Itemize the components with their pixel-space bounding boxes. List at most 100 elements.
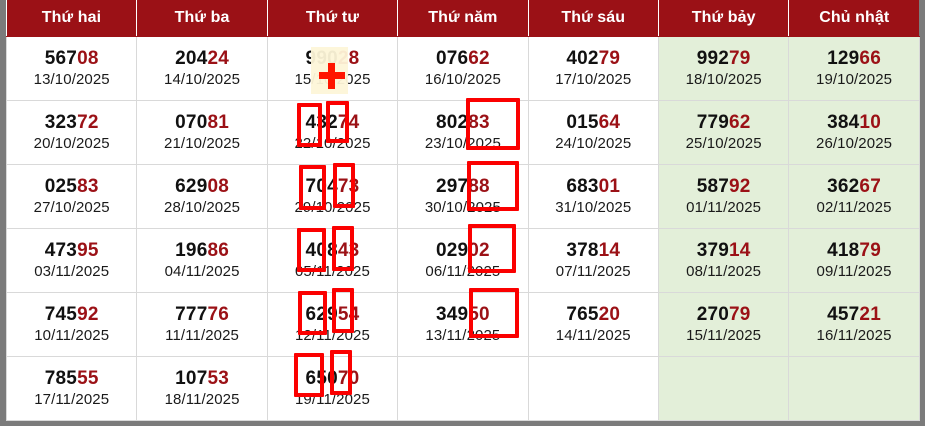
result-number: 62908 — [175, 175, 230, 197]
result-cell[interactable]: 34950 13/11/2025 — [397, 292, 529, 357]
result-number: 70473 — [305, 175, 360, 197]
result-cell[interactable]: 01564 24/10/2025 — [527, 100, 659, 165]
cell-content: 68301 31/10/2025 — [529, 165, 658, 228]
result-number-tail: 54 — [337, 303, 360, 325]
cell-content: 74592 10/11/2025 — [7, 293, 136, 356]
cell-content — [529, 357, 658, 420]
result-cell[interactable]: 58792 01/11/2025 — [657, 164, 790, 229]
result-date: 18/11/2025 — [164, 390, 240, 408]
cell-content: 99279 18/10/2025 — [659, 37, 788, 100]
result-cell[interactable]: 02902 06/11/2025 — [397, 228, 529, 293]
result-cell[interactable]: 27079 15/11/2025 — [657, 292, 790, 357]
result-cell[interactable] — [397, 356, 529, 421]
result-number: 68301 — [566, 175, 621, 197]
result-cell[interactable]: 56708 13/10/2025 — [5, 36, 138, 101]
cell-content: 41879 09/11/2025 — [789, 229, 918, 292]
cell-content: 56708 13/10/2025 — [7, 37, 136, 100]
result-cell[interactable]: 12966 19/10/2025 — [788, 36, 920, 101]
result-cell[interactable]: 41879 09/11/2025 — [788, 228, 920, 293]
result-cell[interactable]: 68301 31/10/2025 — [527, 164, 659, 229]
result-date: 19/10/2025 — [816, 70, 893, 88]
result-cell[interactable]: 77776 11/11/2025 — [136, 292, 268, 357]
result-number: 12966 — [827, 47, 881, 69]
result-date: 03/11/2025 — [34, 262, 110, 280]
result-number: 02583 — [44, 175, 99, 197]
column-header-thu-tu[interactable]: Thứ tư — [267, 0, 399, 37]
result-number-tail: 10 — [859, 111, 881, 133]
result-number-tail: 70 — [337, 367, 360, 389]
result-number-tail: 01 — [598, 175, 621, 197]
result-date: 01/11/2025 — [686, 198, 762, 216]
result-cell[interactable]: 20424 14/10/2025 — [136, 36, 268, 101]
result-cell[interactable]: 37914 08/11/2025 — [657, 228, 790, 293]
result-cell[interactable]: 37814 07/11/2025 — [527, 228, 659, 293]
result-cell[interactable]: 10753 18/11/2025 — [136, 356, 268, 421]
result-number: 38410 — [827, 111, 881, 133]
result-cell[interactable]: 76520 14/11/2025 — [527, 292, 659, 357]
result-cell[interactable]: 77962 25/10/2025 — [657, 100, 790, 165]
cell-content: 43274 22/10/2025 — [268, 101, 397, 164]
column-header-thu-bay[interactable]: Thứ bảy — [658, 0, 790, 37]
result-number: 37814 — [566, 239, 621, 261]
result-cell[interactable] — [527, 356, 659, 421]
result-cell[interactable] — [788, 356, 920, 421]
result-number: 74592 — [44, 303, 99, 325]
result-date: 22/10/2025 — [294, 134, 371, 152]
result-cell[interactable]: 78555 17/11/2025 — [5, 356, 138, 421]
result-number-tail: 81 — [207, 111, 230, 133]
result-cell[interactable]: 29788 30/10/2025 — [397, 164, 529, 229]
result-cell[interactable]: 47395 03/11/2025 — [5, 228, 138, 293]
result-number: 37914 — [696, 239, 751, 261]
result-number: 02902 — [435, 239, 490, 261]
result-cell[interactable]: 45721 16/11/2025 — [788, 292, 920, 357]
result-cell[interactable]: 40279 17/10/2025 — [527, 36, 659, 101]
lottery-results-table: Thứ hai Thứ ba Thứ tư Thứ năm Thứ sáu Th… — [5, 0, 920, 421]
result-cell[interactable]: 74592 10/11/2025 — [5, 292, 138, 357]
column-header-thu-hai[interactable]: Thứ hai — [6, 0, 138, 37]
result-date: 16/11/2025 — [816, 326, 892, 344]
result-cell[interactable]: 02583 27/10/2025 — [5, 164, 138, 229]
result-number: 43274 — [305, 111, 360, 133]
column-header-thu-nam[interactable]: Thứ năm — [397, 0, 529, 37]
result-cell[interactable]: 40843 05/11/2025 — [266, 228, 399, 293]
result-number: 80283 — [435, 111, 490, 133]
result-number-tail: 50 — [468, 303, 490, 325]
cell-content: 45721 16/11/2025 — [789, 293, 918, 356]
result-number: 41879 — [827, 239, 881, 261]
column-header-thu-ba[interactable]: Thứ ba — [136, 0, 268, 37]
result-number: 45721 — [827, 303, 881, 325]
result-cell[interactable]: 19686 04/11/2025 — [136, 228, 268, 293]
result-cell[interactable]: 99279 18/10/2025 — [657, 36, 790, 101]
result-date: 14/10/2025 — [164, 70, 241, 88]
result-number: 62954 — [305, 303, 360, 325]
result-cell[interactable]: 62908 28/10/2025 — [136, 164, 268, 229]
result-number-tail: 86 — [207, 239, 230, 261]
result-cell[interactable]: 43274 22/10/2025 — [266, 100, 399, 165]
column-header-chu-nhat[interactable]: Chủ nhật — [788, 0, 920, 37]
column-header-thu-sau[interactable]: Thứ sáu — [528, 0, 659, 37]
cursor-highlight — [311, 47, 348, 94]
result-cell[interactable]: 07081 21/10/2025 — [136, 100, 268, 165]
cell-content: 70473 29/10/2025 — [268, 165, 397, 228]
result-number: 77776 — [175, 303, 230, 325]
result-cell[interactable]: 32372 20/10/2025 — [5, 100, 138, 165]
result-cell[interactable]: 62954 12/11/2025 — [266, 292, 399, 357]
cell-content: 77776 11/11/2025 — [137, 293, 266, 356]
result-cell[interactable]: 07662 16/10/2025 — [397, 36, 529, 101]
result-cell[interactable] — [657, 356, 790, 421]
result-date: 14/11/2025 — [555, 326, 631, 344]
result-date: 11/11/2025 — [165, 326, 240, 344]
result-cell[interactable]: 38410 26/10/2025 — [788, 100, 920, 165]
result-number-tail: 83 — [468, 111, 490, 133]
result-number: 20424 — [175, 47, 230, 69]
result-cell[interactable]: 70473 29/10/2025 — [266, 164, 399, 229]
result-cell[interactable]: 80283 23/10/2025 — [397, 100, 529, 165]
result-cell[interactable]: 36267 02/11/2025 — [788, 164, 920, 229]
result-cell[interactable]: 65070 19/11/2025 — [266, 356, 399, 421]
result-number: 07081 — [175, 111, 230, 133]
result-number: 58792 — [696, 175, 751, 197]
result-date: 05/11/2025 — [294, 262, 370, 280]
result-number: 65070 — [305, 367, 360, 389]
cell-content: 77962 25/10/2025 — [659, 101, 788, 164]
